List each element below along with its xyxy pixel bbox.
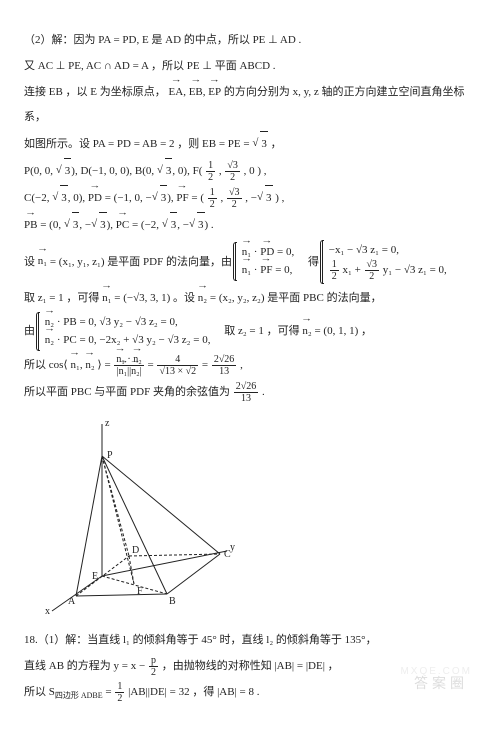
text: |AB||DE| = 32 ，得 |AB| = 8 .: [128, 686, 259, 698]
coords-line: C(−2, 3, 0), PD = (−1, 0, −3), PF = ( 12…: [24, 185, 476, 210]
text: 取 z₂ = 1 ，可得: [213, 325, 302, 337]
vector-PC: PC: [116, 213, 129, 237]
geometry-figure: z x y P A B C D E F: [42, 416, 476, 616]
vector-EA: EA: [169, 80, 184, 104]
text: 直线 AB 的方程为 y = x −: [24, 660, 148, 672]
text: 如图所示。设 PA = PD = AB = 2 ，则 EB = PE =: [24, 138, 252, 150]
vector: PF: [260, 262, 272, 280]
sqrt: 3: [162, 212, 178, 237]
fraction: √32: [225, 160, 240, 183]
text-line: 所以平面 PBC 与平面 PDF 夹角的余弦值为 2√26 13 .: [24, 380, 476, 404]
watermark-brand: 答案圈: [414, 668, 468, 699]
document-page: （2）解：因为 PA = PD, E 是 AD 的中点，所以 PE ⊥ AD .…: [24, 28, 476, 705]
vector-PF: PF: [176, 186, 188, 210]
fraction: 12: [206, 160, 215, 183]
fraction: 12: [115, 681, 124, 704]
vector-n2: n₂: [198, 286, 207, 310]
svg-text:B: B: [169, 596, 176, 607]
vector-PB: PB: [24, 213, 37, 237]
text-line: 又 AC ⊥ PE, AC ∩ AD = A ，所以 PE ⊥ 平面 ABCD …: [24, 54, 476, 78]
eq: · PB = 0, √3 y₂ − √3 z₂ = 0,: [57, 316, 178, 328]
fraction: p2: [149, 655, 158, 678]
vector-n2: n₂: [302, 319, 311, 343]
vector-EP: EP: [208, 80, 221, 104]
eq: y₁ − √3 z₁ = 0,: [383, 264, 447, 276]
eq: −x₁ − √3 z₁ = 0,: [329, 244, 399, 256]
text: ⟩ =: [97, 359, 113, 371]
svg-text:D: D: [132, 545, 139, 556]
text: 连接 EB ，以 E 为坐标原点，: [24, 86, 166, 98]
sqrt: 3: [56, 158, 72, 183]
text: 得: [297, 255, 322, 267]
text: 取 z₁ = 1 ，可得: [24, 292, 102, 304]
vector: n₁: [242, 262, 251, 280]
figure-svg: z x y P A B C D E F: [42, 416, 242, 616]
fraction: 2√26 13: [234, 381, 259, 404]
sqrt-3: 3: [252, 131, 268, 156]
brace-system: n₁ · PD = 0, n₁ · PF = 0,: [235, 242, 295, 281]
svg-text:C: C: [224, 549, 231, 560]
text-line: 所以 cos⟨ n₁, n₂ ⟩ = n₁ · n₂ |n₁||n₂| = 4 …: [24, 353, 476, 377]
fraction: 2√26 13: [212, 354, 237, 377]
sqrt: 3: [64, 212, 80, 237]
text: 所以 S: [24, 686, 55, 698]
vector: n₂: [45, 332, 54, 350]
text-line: 18.（1）解：当直线 l₁ 的倾斜角等于 45° 时，直线 l₂ 的倾斜角等于…: [24, 628, 476, 652]
svg-text:x: x: [45, 606, 50, 616]
text: = (−√3, 3, 1) 。设: [114, 292, 198, 304]
sqrt: 3: [52, 185, 68, 210]
subscript: 四边形 ADBE: [55, 691, 103, 700]
svg-text:P: P: [107, 450, 113, 461]
vector-n2: n₂: [85, 353, 94, 377]
svg-text:y: y: [230, 542, 235, 553]
text-line: 所以 S四边形 ADBE = 12 |AB||DE| = 32 ，得 |AB| …: [24, 680, 476, 705]
sqrt: 3: [257, 185, 273, 210]
coords-line: PB = (0, 3, −3), PC = (−2, 3, −3) .: [24, 212, 476, 237]
sqrt: 3: [189, 212, 205, 237]
eq: x₁ +: [343, 264, 364, 276]
svg-text:z: z: [105, 418, 110, 429]
fraction: √32: [227, 187, 242, 210]
text-line: 连接 EB ，以 E 为坐标原点， EA, EB, EP 的方向分别为 x, y…: [24, 80, 476, 128]
fraction: 12: [330, 259, 339, 282]
text: ，: [271, 138, 282, 150]
text: =: [105, 686, 114, 698]
text-line: 设 n₁ = (x₁, y₁, z₁) 是平面 PDF 的法向量，由 n₁ · …: [24, 240, 476, 285]
vector-EB: EB: [189, 80, 203, 104]
brace-system: −x₁ − √3 z₁ = 0, 12 x₁ + √32 y₁ − √3 z₁ …: [322, 240, 447, 285]
text-line: 如图所示。设 PA = PD = AB = 2 ，则 EB = PE = 3 ，: [24, 131, 476, 156]
text: = (x₂, y₂, z₂) 是平面 PBC 的法向量，: [210, 292, 382, 304]
vector-n1: n₁: [102, 286, 111, 310]
text-line: （2）解：因为 PA = PD, E 是 AD 的中点，所以 PE ⊥ AD .: [24, 28, 476, 52]
sqrt: 3: [157, 158, 173, 183]
vector-n1: n₁: [38, 249, 47, 273]
sqrt: 3: [152, 185, 168, 210]
fraction: √32: [365, 259, 380, 282]
text: = (x₁, y₁, z₁) 是平面 PDF 的法向量，由: [50, 255, 235, 267]
svg-text:A: A: [68, 596, 76, 607]
fraction: n₁ · n₂ |n₁||n₂|: [114, 354, 143, 377]
text: 所以平面 PBC 与平面 PDF 夹角的余弦值为: [24, 386, 233, 398]
vector-PD: PD: [88, 186, 102, 210]
fraction: 4 √13 × √2: [157, 354, 198, 377]
svg-text:E: E: [92, 571, 98, 582]
text: .: [262, 386, 265, 398]
vector-n1: n₁: [70, 353, 79, 377]
text: = (0, 1, 1) ，: [314, 325, 372, 337]
text: 所以 cos⟨: [24, 359, 68, 371]
text-line: 取 z₁ = 1 ，可得 n₁ = (−√3, 3, 1) 。设 n₂ = (x…: [24, 286, 476, 310]
sqrt: 3: [91, 212, 107, 237]
text: ，由抛物线的对称性知 |AB| = |DE| ，: [162, 660, 339, 672]
fraction: 12: [208, 187, 217, 210]
svg-text:F: F: [137, 586, 143, 597]
